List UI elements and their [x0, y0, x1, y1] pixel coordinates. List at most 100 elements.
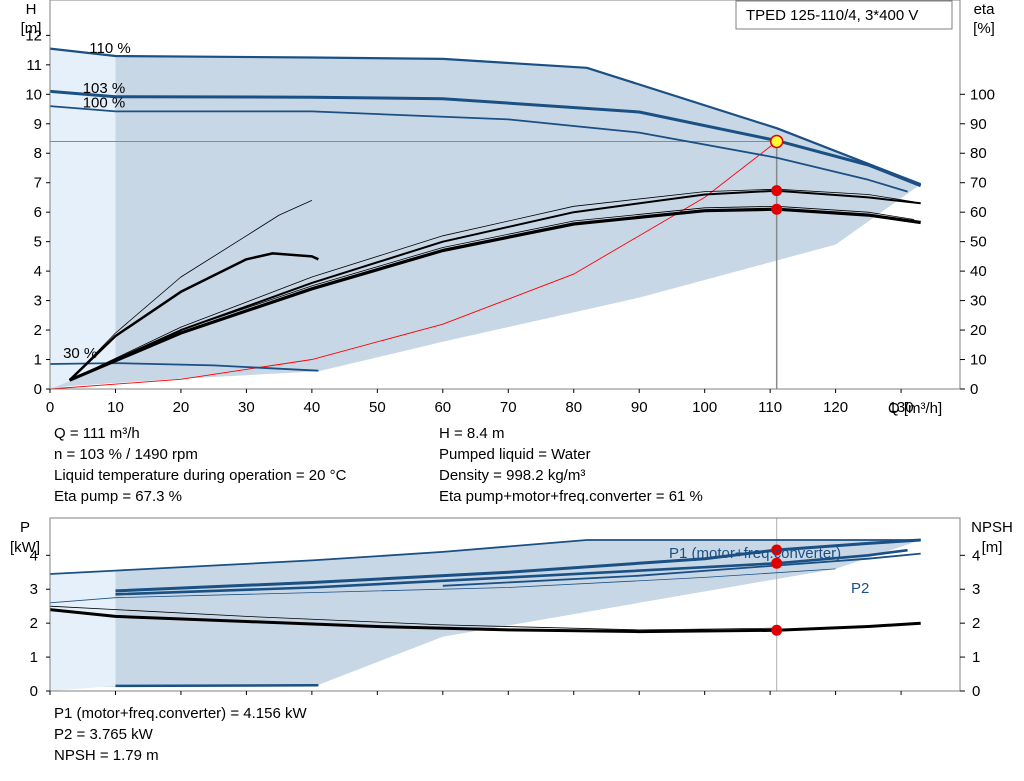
info-p1: P1 (motor+freq.converter) = 4.156 kW — [54, 705, 307, 722]
x-tick-label: 80 — [565, 399, 582, 416]
y2-tick-label: 100 — [970, 86, 995, 103]
info-npsh: NPSH = 1.79 m — [54, 747, 159, 764]
x-tick-label: 0 — [46, 399, 54, 416]
power-curve-0 — [49, 539, 921, 575]
y-tick-label: 1 — [34, 352, 42, 369]
info-eta-pump: Eta pump = 67.3 % — [54, 488, 182, 505]
x-tick-label: 130 — [889, 399, 914, 416]
npsh-curve-1 — [49, 605, 777, 631]
x-tick-label: 40 — [304, 399, 321, 416]
y2-axis-unit-eta: [%] — [973, 20, 995, 37]
speed-label-3: 30 % — [63, 345, 97, 362]
x-tick-label: 10 — [107, 399, 124, 416]
p1-marker — [771, 544, 783, 556]
y-tick-label: 5 — [34, 234, 42, 251]
x-axis-label-q: Q [m³/h] — [888, 400, 942, 417]
y-tick-label: 3 — [34, 293, 42, 310]
npsh-marker — [771, 624, 783, 636]
p-tick-label: 1 — [30, 649, 38, 666]
y2-tick-label: 40 — [970, 263, 987, 280]
speed-label-2: 100 % — [83, 95, 126, 112]
x-tick-label: 50 — [369, 399, 386, 416]
top-plot-frame — [49, 0, 961, 390]
y-tick-label: 2 — [34, 322, 42, 339]
speed-label-0: 110 % — [89, 40, 130, 57]
y2-tick-label: 80 — [970, 145, 987, 162]
low-flow-band — [50, 48, 116, 389]
y2-tick-label: 50 — [970, 234, 987, 251]
power-low-flow-band — [50, 570, 116, 691]
npsh-tick-label: 4 — [972, 547, 980, 564]
info-q: Q = 111 m³/h — [54, 425, 140, 442]
npsh-curve-0 — [49, 608, 921, 634]
info-speed: n = 103 % / 1490 rpm — [54, 446, 198, 463]
x-tick-label: 70 — [500, 399, 517, 416]
y2-tick-label: 0 — [970, 381, 978, 398]
y-tick-label: 0 — [34, 381, 42, 398]
power-curve-5 — [115, 683, 319, 688]
y-axis-unit-p: [kW] — [10, 539, 40, 556]
y-axis-label-p: P — [20, 519, 30, 536]
eta-curve-2 — [69, 189, 921, 382]
eta-curve-3 — [69, 188, 915, 381]
x-tick-label: 110 — [758, 399, 782, 416]
p2-series-label: P2 — [851, 580, 869, 597]
p1-series-label: P1 (motor+freq.converter) — [669, 545, 841, 562]
speed-label-1: 103 % — [83, 80, 126, 97]
x-tick-label: 120 — [823, 399, 848, 416]
info-head: H = 8.4 m — [439, 425, 505, 442]
eta-curve-5 — [69, 205, 915, 381]
eta-pump-marker — [771, 185, 783, 197]
npsh-tick-label: 1 — [972, 649, 980, 666]
system-curve — [49, 141, 777, 390]
npsh-tick-label: 0 — [972, 683, 980, 700]
y2-tick-label: 90 — [970, 116, 987, 133]
y-tick-label: 11 — [26, 57, 42, 74]
eta-curve-1 — [68, 252, 319, 382]
y-tick-label: 10 — [25, 86, 42, 103]
info-density: Density = 998.2 kg/m³ — [439, 467, 586, 484]
x-tick-label: 30 — [238, 399, 255, 416]
y-tick-label: 4 — [34, 263, 42, 280]
p-tick-label: 3 — [30, 581, 38, 598]
y2-tick-label: 30 — [970, 293, 987, 310]
y-axis-unit-h: [m] — [21, 20, 42, 37]
chart-title: TPED 125-110/4, 3*400 V — [746, 7, 918, 24]
head-efficiency-chart: 110 %103 %100 %30 % 0 10 20 30 40 50 60 70 80 90 1… — [21, 0, 996, 417]
y-axis-label-h: H — [26, 1, 37, 18]
p2-marker — [771, 557, 783, 569]
info-eta-total: Eta pump+motor+freq.converter = 61 % — [439, 488, 703, 505]
y-tick-label: 12 — [25, 27, 42, 44]
y2-axis-label-eta: eta — [974, 1, 996, 18]
info-temperature: Liquid temperature during operation = 20… — [54, 467, 347, 484]
operating-point-marker — [769, 134, 784, 149]
power-curve-1 — [115, 538, 921, 593]
operating-range-band — [50, 48, 921, 389]
eta-curve-4 — [68, 207, 921, 382]
p-tick-label: 2 — [30, 615, 38, 632]
p-tick-label: 4 — [30, 547, 38, 564]
power-range-band — [50, 540, 921, 688]
head-curve-0 — [49, 47, 922, 186]
y2-axis-label-npsh: NPSH — [971, 519, 1013, 536]
head-curve-1 — [49, 89, 922, 188]
info-p2: P2 = 3.765 kW — [54, 726, 153, 743]
y-tick-label: 8 — [34, 145, 42, 162]
head-curve-3 — [49, 362, 319, 372]
npsh-tick-label: 2 — [972, 615, 980, 632]
head-curve-2 — [49, 105, 908, 193]
y2-axis-unit-npsh: [m] — [982, 539, 1003, 556]
y2-tick-label: 70 — [970, 175, 987, 192]
power-npsh-chart: 0 1 2 3 4 0 1 2 3 4 P [kW] NPSH [m] P1 (motor+fre… — [10, 517, 1013, 700]
eta-curve-0 — [69, 200, 313, 381]
eta-total-marker — [771, 203, 783, 215]
x-tick-label: 100 — [692, 399, 717, 416]
y-tick-label: 6 — [34, 204, 42, 221]
y2-tick-label: 20 — [970, 322, 987, 339]
power-curve-2 — [115, 548, 908, 596]
x-tick-label: 60 — [434, 399, 451, 416]
bottom-plot-frame — [49, 517, 961, 692]
y-tick-label: 9 — [34, 116, 42, 133]
npsh-tick-label: 3 — [972, 581, 980, 598]
